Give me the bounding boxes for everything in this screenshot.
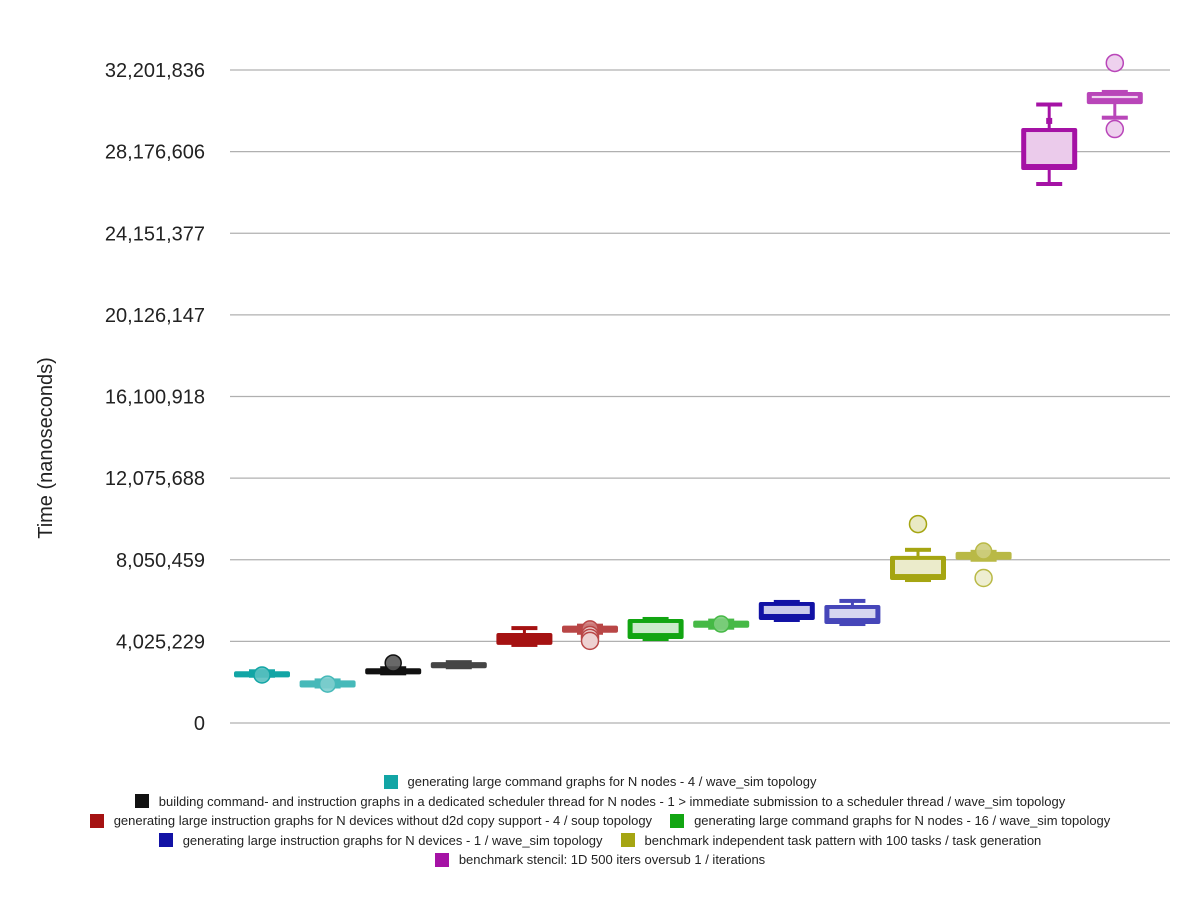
boxes [234,53,1143,693]
y-tick-label: 4,025,229 [116,631,205,653]
whisker-cap-high [839,598,866,603]
legend-label: generating large instruction graphs for … [182,832,603,848]
mean-marker [1046,117,1053,124]
legend-label: building command- and instruction graphs… [158,793,1066,809]
legend-label: benchmark independent task pattern with … [644,832,1042,848]
legend-row: generating large instruction graphs for … [0,811,1200,831]
legend-item[interactable]: generating large instruction graphs for … [89,813,653,829]
legend-item[interactable]: generating large command graphs for N no… [383,774,817,790]
legend-item[interactable]: benchmark stencil: 1D 500 iters oversub … [434,852,766,868]
box-4-1 [824,598,881,627]
legend-swatch [383,774,398,789]
box-plot-chart: 0 4,025,229 8,050,459 12,075,688 16,100,918 2… [35,53,1170,735]
box-6-0 [1021,102,1078,187]
box-3-0 [627,616,684,642]
legend-label: generating large command graphs for N no… [407,774,817,790]
box-2-0 [496,626,553,647]
outlier-point [1105,53,1125,73]
y-axis-label: Time (nanoseconds) [35,357,57,539]
outlier-point [1105,119,1125,139]
legend-item[interactable]: generating large command graphs for N no… [670,813,1110,828]
legend-label: generating large command graphs for N no… [694,813,1111,829]
box-body [430,662,487,669]
legend-item[interactable]: benchmark independent task pattern with … [620,832,1042,848]
y-tick-label: 24,151,377 [105,223,205,245]
mean-marker [974,542,993,560]
legend-swatch [158,833,173,848]
outlier-point [908,514,928,534]
outlier-point [974,568,993,588]
box-inner [829,608,876,619]
whisker-cap-high [511,626,538,631]
legend-row: building command- and instruction graphs… [0,792,1200,812]
y-tick-label: 12,075,688 [105,468,205,490]
mean-marker [712,615,730,633]
box-body [496,632,553,645]
box-4-0 [758,599,815,622]
y-tick-label: 0 [194,713,205,735]
legend-swatch [670,813,685,828]
y-tick-label: 32,201,836 [105,60,205,82]
legend-label: generating large instruction graphs for … [113,813,653,829]
whisker-cap-high [905,547,931,552]
legend-row: generating large instruction graphs for … [0,831,1200,851]
legend-swatch [434,852,449,867]
box-5-1 [955,542,1012,588]
whisker-cap-low [1036,182,1063,187]
box-1-1 [430,660,487,670]
legend-swatch [89,813,104,828]
box-0-0 [234,666,290,684]
box-inner [1091,95,1138,99]
y-axis-ticks: 0 4,025,229 8,050,459 12,075,688 16,100,918 2… [105,60,205,735]
mean-marker [253,666,271,684]
legend-swatch [620,833,635,848]
whisker-cap-low [1101,115,1128,120]
y-tick-label: 8,050,459 [116,550,205,572]
legend-row: benchmark stencil: 1D 500 iters oversub … [0,850,1200,870]
box-1-0 [365,654,422,676]
legend-swatch [134,794,149,809]
box-inner [1026,132,1073,165]
box-2-1 [562,620,618,651]
box-3-1 [693,615,750,633]
box-inner [895,559,941,575]
legend-item[interactable]: building command- and instruction graphs… [134,793,1066,809]
box-inner [763,605,810,614]
legend-label: benchmark stencil: 1D 500 iters oversub … [458,852,766,868]
box-0-1 [299,675,356,693]
outlier-point [580,631,600,651]
legend-row: generating large command graphs for N no… [0,772,1200,792]
legend: generating large command graphs for N no… [0,772,1200,870]
box-5-0 [890,514,946,583]
box-inner [632,622,679,634]
grid-lines [230,69,1170,724]
mean-marker [318,675,337,693]
whisker-cap-high [1036,102,1063,107]
y-tick-label: 28,176,606 [105,142,205,164]
y-tick-label: 16,100,918 [105,387,205,409]
legend-item[interactable]: generating large instruction graphs for … [158,832,603,848]
y-tick-label: 20,126,147 [105,305,205,327]
box-6-1 [1086,53,1143,139]
mean-marker [384,654,402,672]
